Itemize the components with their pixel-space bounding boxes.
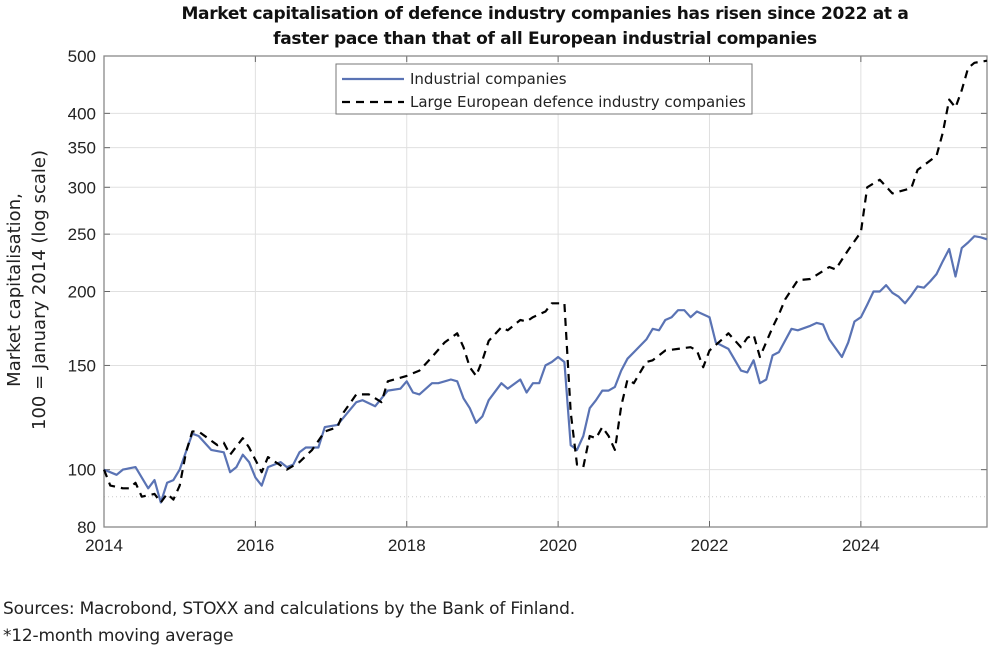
sources-note: Sources: Macrobond, STOXX and calculatio… bbox=[3, 599, 575, 619]
line-chart: 80 100 150 200 250 300 350 400 500 2014 2016 2018 20… bbox=[4, 47, 988, 555]
y-tick-label: 350 bbox=[68, 139, 96, 158]
legend: Industrial companies Large European defen… bbox=[335, 63, 753, 115]
chart-title-line-2: faster pace than that of all European in… bbox=[273, 29, 817, 49]
x-tick-label: 2016 bbox=[236, 536, 274, 555]
y-tick-label: 150 bbox=[68, 356, 96, 375]
y-tick-label: 300 bbox=[68, 178, 96, 197]
x-tick-label: 2024 bbox=[842, 536, 880, 555]
footnote: *12-month moving average bbox=[3, 626, 234, 646]
y-tick-label: 500 bbox=[68, 47, 96, 66]
chart-title: Market capitalisation of defence industr… bbox=[100, 2, 990, 52]
x-tick-label: 2014 bbox=[85, 536, 123, 555]
y-tick-label: 80 bbox=[77, 518, 96, 537]
y-axis-label: 100 = January 2014 (log scale) bbox=[29, 150, 50, 430]
y-tick-label: 400 bbox=[68, 104, 96, 123]
plot-border bbox=[103, 55, 988, 528]
legend-box bbox=[335, 63, 753, 115]
y-tick-label: 250 bbox=[68, 225, 96, 244]
x-tick-label: 2018 bbox=[388, 536, 426, 555]
series-line-industrial bbox=[103, 235, 988, 504]
legend-label: Large European defence industry companie… bbox=[410, 93, 746, 111]
y-tick-label: 200 bbox=[68, 283, 96, 302]
chart-title-line-1: Market capitalisation of defence industr… bbox=[181, 4, 909, 24]
y-axis-label: Market capitalisation, bbox=[4, 193, 25, 387]
series-line-defence bbox=[102, 59, 988, 504]
y-tick-label: 100 bbox=[68, 461, 96, 480]
x-tick-label: 2020 bbox=[539, 536, 577, 555]
x-tick-label: 2022 bbox=[691, 536, 729, 555]
legend-label: Industrial companies bbox=[410, 70, 567, 88]
